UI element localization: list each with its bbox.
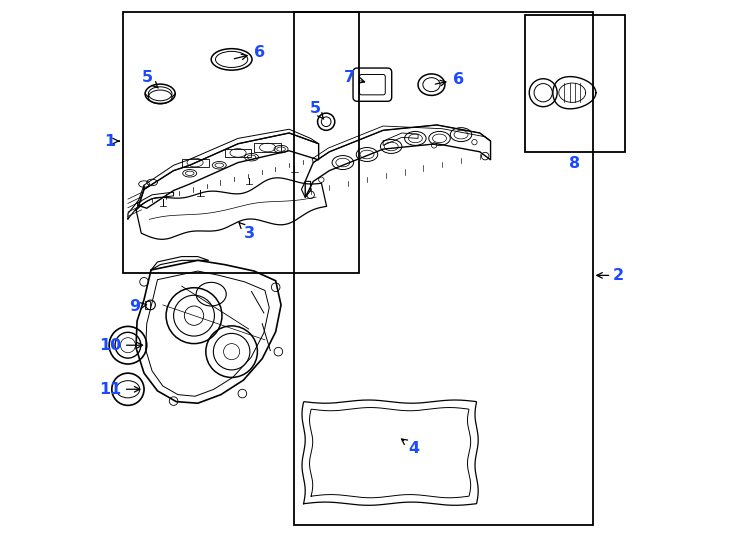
Text: 5: 5 — [310, 102, 324, 119]
Text: 4: 4 — [401, 439, 420, 456]
Text: 9: 9 — [129, 299, 147, 314]
Text: 10: 10 — [98, 338, 142, 353]
Text: 8: 8 — [569, 156, 580, 171]
Text: 3: 3 — [239, 222, 255, 241]
Text: 6: 6 — [234, 45, 265, 60]
Text: 11: 11 — [98, 382, 140, 397]
Text: 7: 7 — [344, 70, 365, 85]
Text: 5: 5 — [142, 70, 158, 88]
Text: 2: 2 — [613, 268, 624, 283]
Text: 6: 6 — [435, 72, 464, 87]
Bar — [294, 12, 592, 525]
Text: 1: 1 — [105, 133, 116, 148]
Bar — [526, 15, 625, 152]
Bar — [123, 12, 359, 273]
